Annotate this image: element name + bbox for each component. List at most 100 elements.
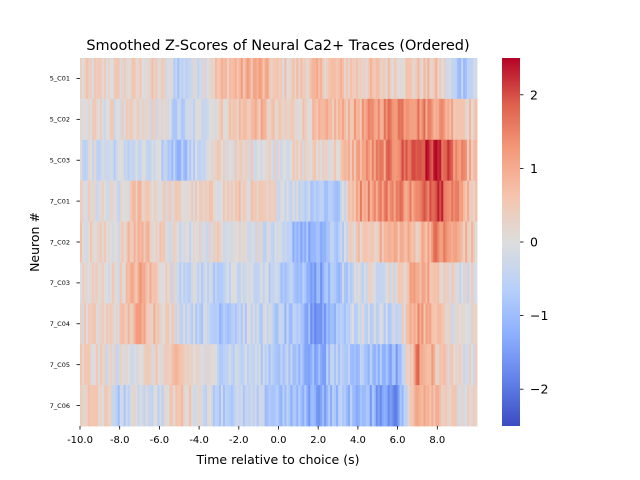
heatmap-cell xyxy=(230,262,234,304)
heatmap-cell xyxy=(367,58,371,100)
heatmap-cell xyxy=(459,139,462,182)
heatmap-cell xyxy=(89,385,93,427)
heatmap-cell xyxy=(459,221,462,263)
heatmap-cell xyxy=(256,98,260,141)
heatmap-cell xyxy=(304,385,307,427)
heatmap-cell xyxy=(447,385,450,427)
heatmap-cell xyxy=(205,180,208,222)
heatmap-cell xyxy=(195,98,198,141)
heatmap-cell xyxy=(439,344,442,386)
y-tick-label: 7_C01 xyxy=(50,197,70,205)
heatmap-cell xyxy=(89,344,93,386)
heatmap-cell xyxy=(193,139,196,182)
heatmap-cell xyxy=(218,180,222,222)
heatmap-cell xyxy=(145,385,148,427)
heatmap-cell xyxy=(131,58,134,100)
heatmap-cell xyxy=(363,344,367,386)
heatmap-cell xyxy=(290,344,293,386)
heatmap-cell xyxy=(431,98,434,141)
heatmap-cell xyxy=(316,344,319,386)
heatmap-cell xyxy=(330,58,333,100)
heatmap-cell xyxy=(266,221,269,263)
heatmap-cell xyxy=(246,139,250,182)
heatmap-cell xyxy=(318,180,321,222)
heatmap-cell xyxy=(121,344,125,386)
heatmap-cell xyxy=(290,98,293,141)
heatmap-cell xyxy=(189,344,192,386)
heatmap-cell xyxy=(292,180,295,222)
heatmap-cell xyxy=(320,262,323,304)
heatmap-cell xyxy=(375,385,379,427)
heatmap-cell xyxy=(294,385,297,427)
heatmap-cell xyxy=(159,385,162,427)
heatmap-cell xyxy=(191,262,194,304)
heatmap-cell xyxy=(127,262,131,304)
heatmap-cell xyxy=(397,58,400,100)
y-tick-label: 7_C02 xyxy=(50,238,70,246)
heatmap-cell xyxy=(429,180,432,222)
heatmap-cell xyxy=(308,139,311,182)
heatmap-cell xyxy=(347,344,351,386)
heatmap-cell xyxy=(471,221,474,263)
heatmap-cell xyxy=(189,180,192,222)
heatmap-cell xyxy=(228,303,232,345)
heatmap-cell xyxy=(264,385,267,427)
heatmap-cell xyxy=(228,98,232,141)
heatmap-cell xyxy=(230,98,234,141)
heatmap-cell xyxy=(179,221,182,263)
heatmap-cell xyxy=(183,221,186,263)
heatmap-cell xyxy=(473,385,476,427)
heatmap-cell xyxy=(451,303,454,345)
heatmap-cell xyxy=(423,98,426,141)
heatmap-cell xyxy=(220,262,224,304)
heatmap-cell xyxy=(359,385,363,427)
heatmap-cell xyxy=(226,221,230,263)
heatmap-cell xyxy=(234,303,238,345)
heatmap-cell xyxy=(425,58,428,100)
heatmap-cell xyxy=(179,180,182,222)
heatmap-cell xyxy=(401,303,404,345)
heatmap-cell xyxy=(278,221,281,263)
heatmap-cell xyxy=(298,139,301,182)
heatmap-cell xyxy=(465,344,468,386)
heatmap-cell xyxy=(371,262,375,304)
heatmap-cell xyxy=(181,221,184,263)
heatmap-cell xyxy=(266,180,269,222)
heatmap-cell xyxy=(234,139,238,182)
heatmap-cell xyxy=(475,262,478,304)
heatmap-cell xyxy=(121,385,125,427)
heatmap-cell xyxy=(205,139,208,182)
heatmap-cell xyxy=(389,221,393,263)
heatmap-cell xyxy=(131,262,134,304)
heatmap-cell xyxy=(141,262,144,304)
heatmap-cell xyxy=(387,139,391,182)
heatmap-cell xyxy=(127,344,131,386)
heatmap-cell xyxy=(141,58,144,100)
heatmap-cell xyxy=(147,221,150,263)
heatmap-cell xyxy=(338,344,341,386)
heatmap-cell xyxy=(103,385,107,427)
heatmap-cell xyxy=(274,344,277,386)
heatmap-cell xyxy=(193,385,196,427)
y-tick-label: 7_C05 xyxy=(50,361,70,369)
heatmap-cell xyxy=(171,344,174,386)
heatmap-cell xyxy=(449,58,452,100)
heatmap-cell xyxy=(153,385,156,427)
heatmap-cell xyxy=(300,221,303,263)
heatmap-cell xyxy=(306,344,309,386)
heatmap-cell xyxy=(163,221,166,263)
heatmap-cell xyxy=(369,98,373,141)
heatmap-cell xyxy=(425,385,428,427)
heatmap-cell xyxy=(143,58,146,100)
heatmap-cell xyxy=(270,344,273,386)
heatmap-cell xyxy=(133,344,136,386)
heatmap-cell xyxy=(220,98,224,141)
heatmap-cell xyxy=(359,139,363,182)
heatmap-cell xyxy=(93,221,97,263)
heatmap-cell xyxy=(288,262,291,304)
heatmap-cell xyxy=(93,98,97,141)
heatmap-cell xyxy=(449,262,452,304)
heatmap-cell xyxy=(469,58,472,100)
heatmap-cell xyxy=(371,180,375,222)
heatmap-cell xyxy=(260,385,264,427)
